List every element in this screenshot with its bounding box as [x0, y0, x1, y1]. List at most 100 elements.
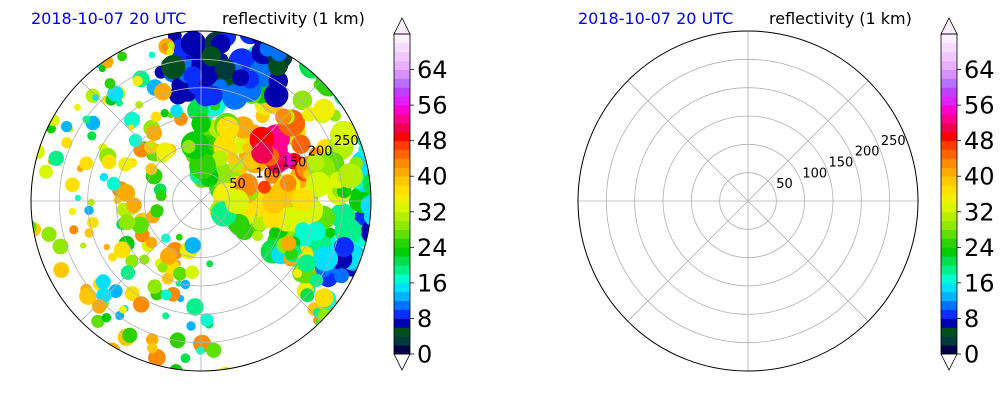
left-panel-echo-cell	[71, 65, 85, 79]
right-panel-azimuth-line	[747, 80, 869, 202]
right-panel-colorbar-segment	[941, 211, 957, 222]
left-panel-colorbar-tick-label: 16	[417, 269, 448, 297]
left-panel-echo-cell	[262, 190, 286, 214]
right-panel-time-title: 2018-10-07 20 UTC	[578, 9, 733, 28]
right-panel-colorbar-segment	[941, 265, 957, 275]
left-panel-echo-cell	[108, 252, 118, 262]
left-panel-echo-cell	[326, 318, 337, 330]
right-panel-colorbar-segment	[941, 105, 957, 115]
left-panel-range-label: 50	[229, 177, 246, 192]
left-panel-echo-cell	[232, 69, 250, 87]
left-panel-echo-cell	[186, 298, 204, 316]
right-panel-colorbar-segment	[941, 42, 957, 53]
left-panel-reflectivity-field	[31, 31, 371, 371]
left-panel-azimuth-line	[200, 200, 322, 322]
right-panel-colorbar-segment	[941, 131, 957, 142]
left-panel-echo-cell	[334, 268, 349, 284]
left-panel-colorbar-segment	[394, 336, 410, 346]
left-panel-echo-cell	[122, 327, 138, 343]
left-panel-echo-cell	[104, 78, 116, 89]
left-panel-colorbar-segment	[394, 211, 410, 222]
left-panel-colorbar-segment	[394, 87, 410, 97]
right-panel-colorbar-tick-label: 8	[964, 305, 979, 333]
left-panel-colorbar-segment	[394, 274, 410, 284]
left-panel-echo-cell	[139, 254, 150, 265]
left-panel-echo-cell	[269, 227, 280, 238]
left-panel-echo-cell	[180, 353, 191, 364]
left-panel-echo-cell	[281, 235, 297, 251]
left-panel-azimuth-line	[200, 80, 322, 202]
left-panel-echo-cell	[251, 141, 274, 164]
right-panel-colorbar-tick-label: 32	[964, 198, 995, 226]
left-panel-echo-cell	[161, 233, 171, 243]
left-panel-polar-grid	[30, 30, 372, 372]
left-panel-echo-cell	[52, 238, 69, 255]
left-panel-echo-cell	[91, 314, 105, 328]
left-panel-colorbar-extend-min	[393, 353, 411, 371]
left-panel-echo-cell	[173, 266, 187, 281]
right-panel-colorbar-segment	[941, 291, 957, 302]
left-panel-echo-cell	[167, 41, 174, 49]
right-panel-colorbar-extend-min	[940, 353, 958, 371]
left-panel-colorbar-segment	[394, 131, 410, 142]
right-panel-azimuth-line	[627, 200, 749, 322]
left-panel-echo-cell	[262, 209, 283, 229]
left-panel-echo-cell	[321, 329, 341, 349]
left-panel-echo-cell	[334, 343, 345, 354]
left-panel-echo-cell	[196, 346, 205, 355]
left-panel-colorbar-segment	[394, 220, 410, 230]
left-panel-echo-cell	[124, 286, 140, 301]
left-panel-echo-cell	[320, 332, 338, 351]
left-panel-echo-cell	[175, 280, 182, 287]
right-panel-colorbar-segment	[941, 282, 957, 293]
right-panel-colorbar-segment	[941, 185, 957, 195]
left-panel-echo-cell	[313, 246, 338, 272]
left-panel-echo-cell	[118, 157, 133, 172]
right-panel-range-label: 50	[776, 177, 793, 192]
left-panel-range-label: 250	[334, 134, 359, 149]
right-panel-colorbar-segment	[941, 345, 957, 355]
left-panel-echo-cell	[145, 236, 157, 249]
right-panel-colorbar-segment	[941, 194, 957, 204]
left-panel-echo-cell	[65, 177, 80, 193]
right-panel-colorbar-segment	[941, 229, 957, 239]
left-panel-echo-cell	[186, 321, 196, 331]
left-panel-echo-cell	[87, 198, 95, 206]
left-panel-echo-cell	[200, 313, 214, 327]
left-panel-colorbar-segment	[394, 256, 410, 266]
left-panel-echo-cell	[156, 142, 174, 161]
right-panel-colorbar-segment	[941, 176, 957, 186]
left-panel-echo-cell	[61, 137, 73, 149]
left-panel-echo-cell	[48, 150, 64, 166]
left-panel-echo-cell	[107, 85, 124, 102]
left-panel-echo-cell	[162, 312, 170, 320]
left-panel-echo-cell	[161, 55, 186, 80]
right-panel-colorbar-segment	[941, 274, 957, 284]
left-panel-colorbar-segment	[394, 78, 410, 88]
left-panel-colorbar-tick-label: 24	[417, 234, 448, 262]
left-panel-echo-cell	[155, 190, 167, 202]
left-panel-echo-cell	[252, 230, 263, 242]
left-panel-echo-cell	[92, 94, 99, 101]
right-panel-azimuth-line	[627, 80, 749, 202]
left-panel-colorbar-tick-label: 48	[417, 127, 448, 155]
right-panel-field-title: reflectivity (1 km)	[769, 9, 912, 28]
left-panel-echo-cell	[103, 243, 110, 251]
left-panel-echo-cell	[82, 115, 91, 124]
left-panel-echo-cell	[101, 154, 117, 170]
left-panel-echo-cell	[216, 116, 240, 140]
left-panel-echo-cell	[150, 204, 164, 218]
right-panel-colorbar-segment	[941, 300, 957, 310]
left-panel-colorbar-tick-label: 56	[417, 92, 448, 120]
left-panel-echo-cell	[146, 333, 159, 346]
left-panel-range-label: 150	[282, 156, 307, 171]
left-panel-echo-cell	[169, 364, 183, 371]
right-panel-azimuth-line	[747, 200, 869, 322]
left-panel-echo-cell	[224, 189, 250, 214]
left-panel-colorbar-segment	[394, 149, 410, 159]
left-panel-azimuth-line	[80, 200, 202, 322]
left-panel-echo-cell	[185, 265, 199, 280]
left-panel-echo-cell	[148, 348, 166, 367]
